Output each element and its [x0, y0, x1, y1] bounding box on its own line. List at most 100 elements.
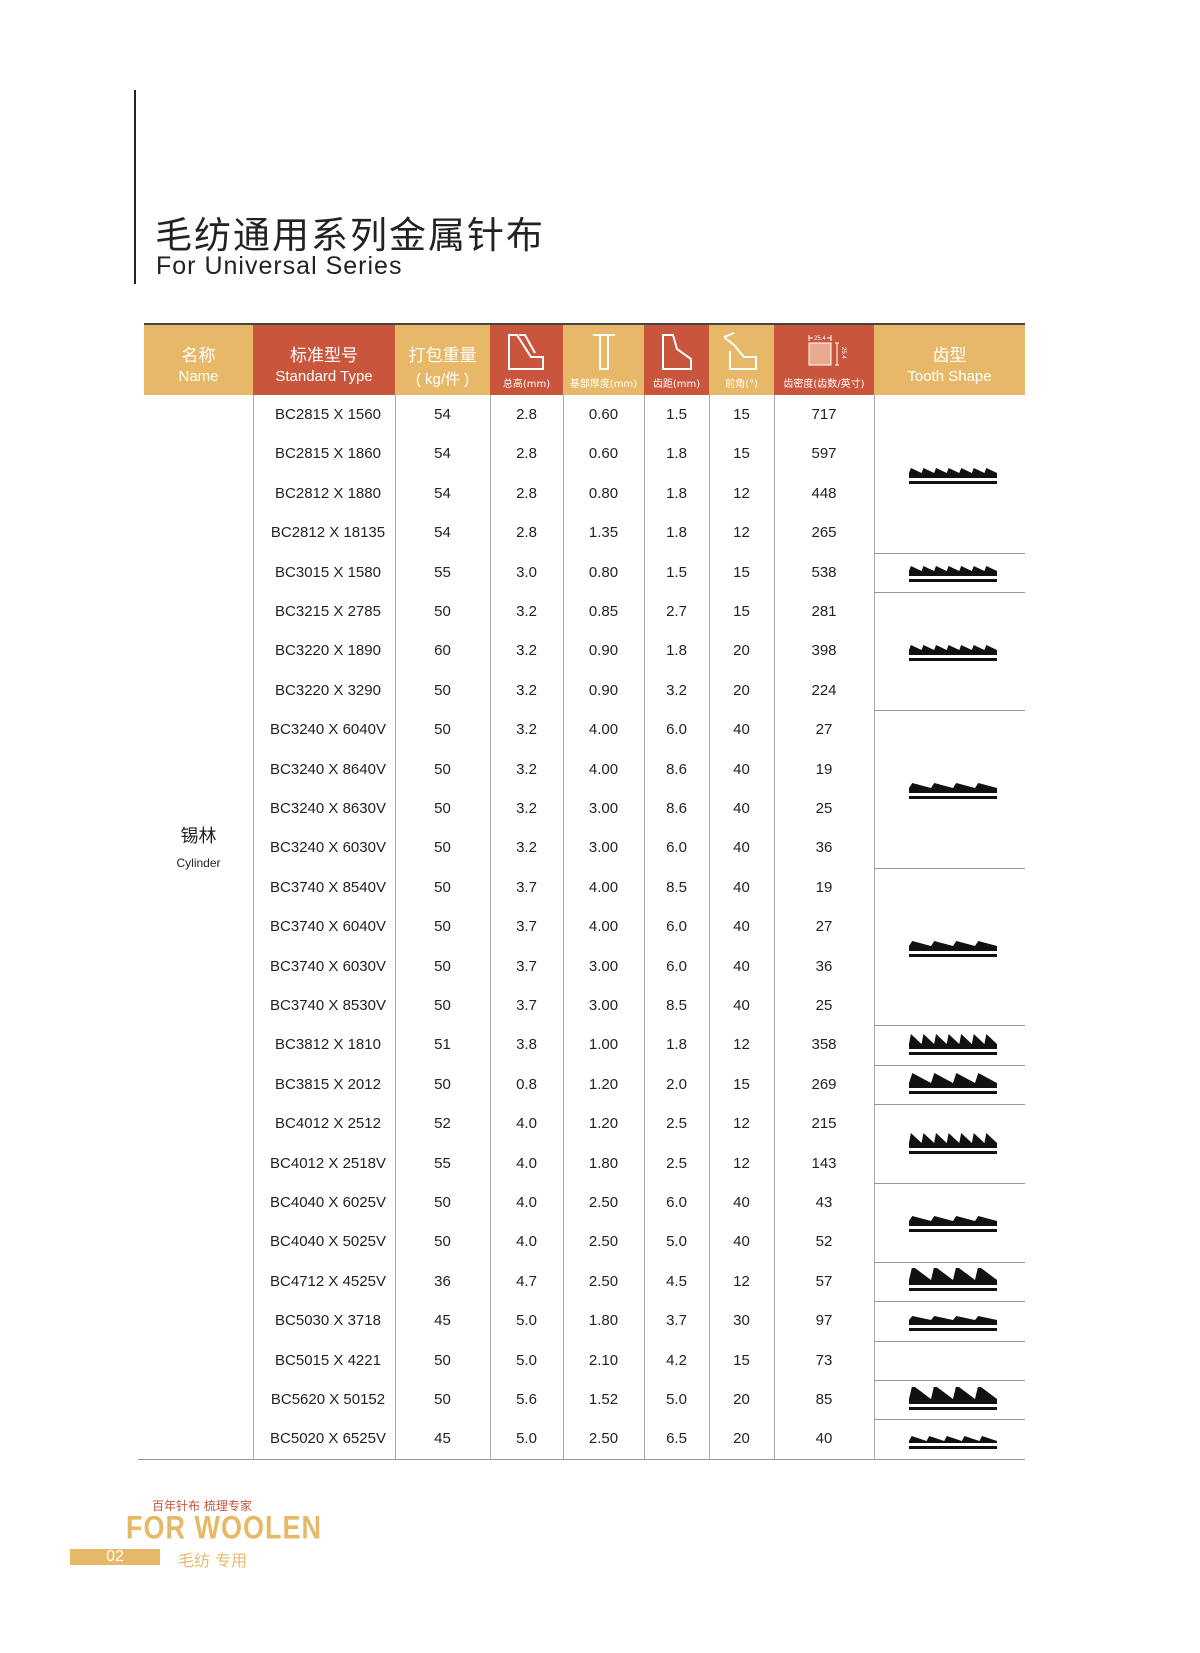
tooth-shape-icon [908, 940, 997, 957]
table-cell: 52 [815, 1233, 833, 1251]
table-cell: BC3215 X 2785 [275, 603, 381, 620]
pitch-icon [661, 334, 692, 370]
table-cell: 597 [811, 445, 837, 463]
table-row: BC3815 X 2012 50 0.8 1.20 2.0 15 269 [144, 1065, 1025, 1104]
table-cell: 45 [434, 1312, 451, 1330]
table-cell: 40 [733, 760, 750, 778]
table-row: BC3740 X 8540V 50 3.7 4.00 8.5 40 19 [144, 868, 1025, 907]
table-cell: 1.00 [588, 1036, 619, 1054]
table-cell: 50 [434, 800, 451, 817]
table-row: BC5620 X 50152 50 5.6 1.52 5.0 20 85 [144, 1380, 1025, 1419]
tooth-shape-icon [908, 1216, 997, 1233]
density-icon: 25.4 25.4 [808, 335, 846, 366]
table-cell: 12 [733, 1036, 750, 1054]
table-bottom-rule [138, 1458, 1025, 1460]
table-cell: 4.00 [588, 721, 619, 739]
table-cell: 448 [811, 484, 837, 502]
table-cell: 50 [434, 1391, 451, 1408]
table-cell: BC3740 X 6030V [270, 957, 386, 975]
table-cell: BC3240 X 8640V [270, 760, 386, 778]
table-cell: 1.8 [666, 445, 687, 463]
table-cell: 3.2 [516, 800, 537, 817]
table-cell: 25 [815, 800, 833, 817]
table-cell: 20 [733, 681, 750, 699]
table-cell: 54 [434, 445, 451, 463]
table-cell: 15 [733, 1351, 750, 1369]
table-cell: BC4012 X 2518V [270, 1154, 386, 1172]
table-cell: BC3015 X 1580 [275, 563, 381, 581]
table-cell: 40 [733, 839, 750, 857]
table-cell: 12 [733, 524, 750, 542]
table-cell: 5.0 [666, 1233, 687, 1251]
table-row: BC2815 X 1860 54 2.8 0.60 1.8 15 597 [144, 434, 1025, 473]
column-divider [874, 395, 875, 1459]
table-cell: 6.0 [666, 1194, 687, 1211]
table-cell: 2.5 [666, 1154, 687, 1172]
table-cell: BC5015 X 4221 [275, 1351, 381, 1369]
tooth-shape-icon [908, 467, 997, 484]
header-name: 名称 Name [144, 323, 253, 395]
table-cell: 5.0 [516, 1312, 537, 1330]
table-cell: 19 [815, 878, 833, 896]
table-cell: 4.00 [588, 760, 619, 778]
table-cell: 12 [733, 1154, 750, 1172]
table-cell: 3.7 [516, 918, 537, 936]
table-cell: 717 [811, 406, 837, 423]
table-cell: 4.0 [516, 1194, 537, 1211]
table-cell: 12 [733, 1115, 750, 1133]
header-total-height: 总高(mm) [490, 323, 563, 395]
table-cell: 2.8 [516, 484, 537, 502]
table-cell: 1.20 [588, 1115, 619, 1133]
table-cell: 54 [434, 406, 451, 423]
table-cell: 40 [733, 1233, 750, 1251]
table-cell: 4.0 [516, 1154, 537, 1172]
table-cell: 2.50 [588, 1272, 619, 1290]
table-cell: 1.52 [588, 1391, 619, 1408]
tooth-shape-cell [880, 1104, 1025, 1183]
table-cell: 4.2 [666, 1351, 687, 1369]
table-row: BC4012 X 2518V 55 4.0 1.80 2.5 12 143 [144, 1144, 1025, 1183]
tooth-shape-icon [908, 566, 997, 583]
angle-icon [722, 332, 757, 370]
table-row: BC3240 X 6040V 50 3.2 4.00 6.0 40 27 [144, 710, 1025, 749]
table-cell: 4.0 [516, 1233, 537, 1251]
table-cell: 97 [815, 1312, 833, 1330]
table-cell: 3.7 [666, 1312, 687, 1330]
table-cell: 0.8 [516, 1075, 537, 1093]
base-thickness-label: 基部厚度(mm) [569, 379, 638, 390]
table-cell: 20 [733, 1430, 750, 1448]
column-divider [644, 395, 645, 1459]
tooth-shape-cell [880, 395, 1025, 553]
tooth-shape-cell [880, 1301, 1025, 1340]
table-row: BC4040 X 5025V 50 4.0 2.50 5.0 40 52 [144, 1222, 1025, 1261]
table-cell: 40 [733, 957, 750, 975]
table-cell: 6.0 [666, 957, 687, 975]
table-cell: 265 [811, 524, 837, 542]
tooth-shape-icon [908, 1132, 997, 1154]
table-cell: 50 [434, 1194, 451, 1211]
table-row: BC3240 X 6030V 50 3.2 3.00 6.0 40 36 [144, 828, 1025, 867]
table-cell: BC5620 X 50152 [270, 1391, 386, 1408]
header-base-thickness: 基部厚度(mm) [563, 323, 644, 395]
table-cell: 6.0 [666, 839, 687, 857]
tooth-group-divider [874, 1064, 1025, 1066]
table-cell: 1.5 [666, 406, 687, 423]
table-cell: 3.00 [588, 839, 619, 857]
table-cell: 36 [815, 957, 833, 975]
density-label: 齿密度(齿数/英寸) [783, 379, 865, 390]
table-cell: 4.7 [516, 1272, 537, 1290]
table-cell: 54 [434, 524, 451, 542]
table-cell: BC3740 X 6040V [270, 918, 386, 936]
table-cell: BC4040 X 5025V [270, 1233, 386, 1251]
table-row: BC5015 X 4221 50 5.0 2.10 4.2 15 73 [144, 1341, 1025, 1380]
tooth-shape-cell [880, 710, 1025, 868]
table-cell: 36 [815, 839, 833, 857]
tooth-shape-icon [908, 782, 997, 799]
table-cell: 3.7 [516, 997, 537, 1014]
table-cell: 0.60 [588, 445, 619, 463]
table-row: BC2812 X 18135 54 2.8 1.35 1.8 12 265 [144, 513, 1025, 552]
table-cell: 538 [811, 563, 837, 581]
table-cell: BC3815 X 2012 [275, 1075, 381, 1093]
table-cell: 8.5 [666, 997, 687, 1014]
table-cell: 5.0 [516, 1430, 537, 1448]
